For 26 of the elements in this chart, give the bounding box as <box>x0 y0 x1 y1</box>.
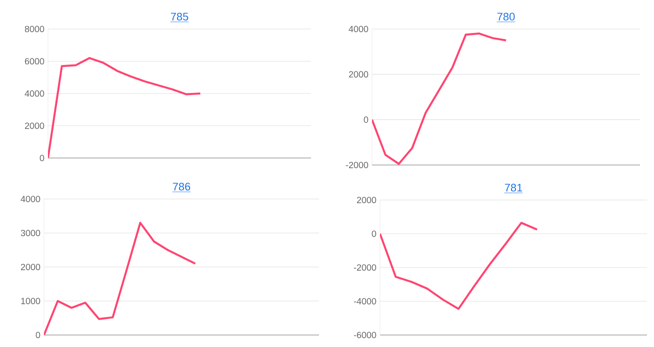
line-series <box>380 222 538 310</box>
y-tick-label: 2000 <box>24 122 44 129</box>
chart-title: 785 <box>170 12 188 20</box>
y-tick-label: 4000 <box>24 90 44 97</box>
y-tick-label: 2000 <box>348 71 368 78</box>
y-tick-label: -2000 <box>346 162 368 168</box>
y-tick-label: 6000 <box>24 58 44 64</box>
chart-title: 786 <box>172 182 190 191</box>
chart-title: 780 <box>497 12 515 20</box>
line-series <box>48 57 202 158</box>
y-tick-label: 4000 <box>348 26 368 32</box>
y-tick-label: -4000 <box>354 298 376 304</box>
y-tick-label: 0 <box>372 230 376 237</box>
y-tick-label: -2000 <box>354 264 376 271</box>
y-tick-label: 1000 <box>21 298 40 304</box>
chart-title: 781 <box>504 184 522 192</box>
y-tick-label: 8000 <box>24 26 44 32</box>
y-tick-label: 3000 <box>20 230 40 236</box>
y-tick-label: 0 <box>36 332 40 338</box>
y-tick-label: -6000 <box>354 332 376 338</box>
y-tick-label: 0 <box>364 116 368 123</box>
y-tick-label: 0 <box>40 154 44 162</box>
y-tick-label: 2000 <box>20 264 40 270</box>
line-series <box>372 32 508 165</box>
y-tick-label: 4000 <box>20 196 40 202</box>
y-tick-label: 2000 <box>356 196 376 204</box>
